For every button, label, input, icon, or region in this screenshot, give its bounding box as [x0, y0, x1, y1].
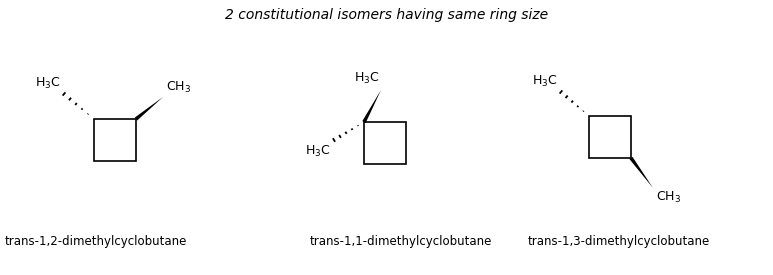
Polygon shape — [135, 97, 163, 120]
Text: 2 constitutional isomers having same ring size: 2 constitutional isomers having same rin… — [225, 8, 548, 22]
Text: trans-1,2-dimethylcyclobutane: trans-1,2-dimethylcyclobutane — [5, 235, 187, 248]
Text: $\mathregular{CH_3}$: $\mathregular{CH_3}$ — [166, 80, 191, 95]
Text: $\mathregular{H_3C}$: $\mathregular{H_3C}$ — [305, 144, 331, 159]
Text: $\mathregular{H_3C}$: $\mathregular{H_3C}$ — [355, 71, 380, 86]
Text: $\mathregular{H_3C}$: $\mathregular{H_3C}$ — [533, 74, 558, 89]
Polygon shape — [629, 157, 653, 188]
Text: $\mathregular{CH_3}$: $\mathregular{CH_3}$ — [656, 190, 681, 205]
Text: trans-1,3-dimethylcyclobutane: trans-1,3-dimethylcyclobutane — [528, 235, 710, 248]
Text: $\mathregular{H_3C}$: $\mathregular{H_3C}$ — [36, 76, 61, 91]
Text: trans-1,1-dimethylcyclobutane: trans-1,1-dimethylcyclobutane — [310, 235, 492, 248]
Polygon shape — [363, 90, 381, 123]
